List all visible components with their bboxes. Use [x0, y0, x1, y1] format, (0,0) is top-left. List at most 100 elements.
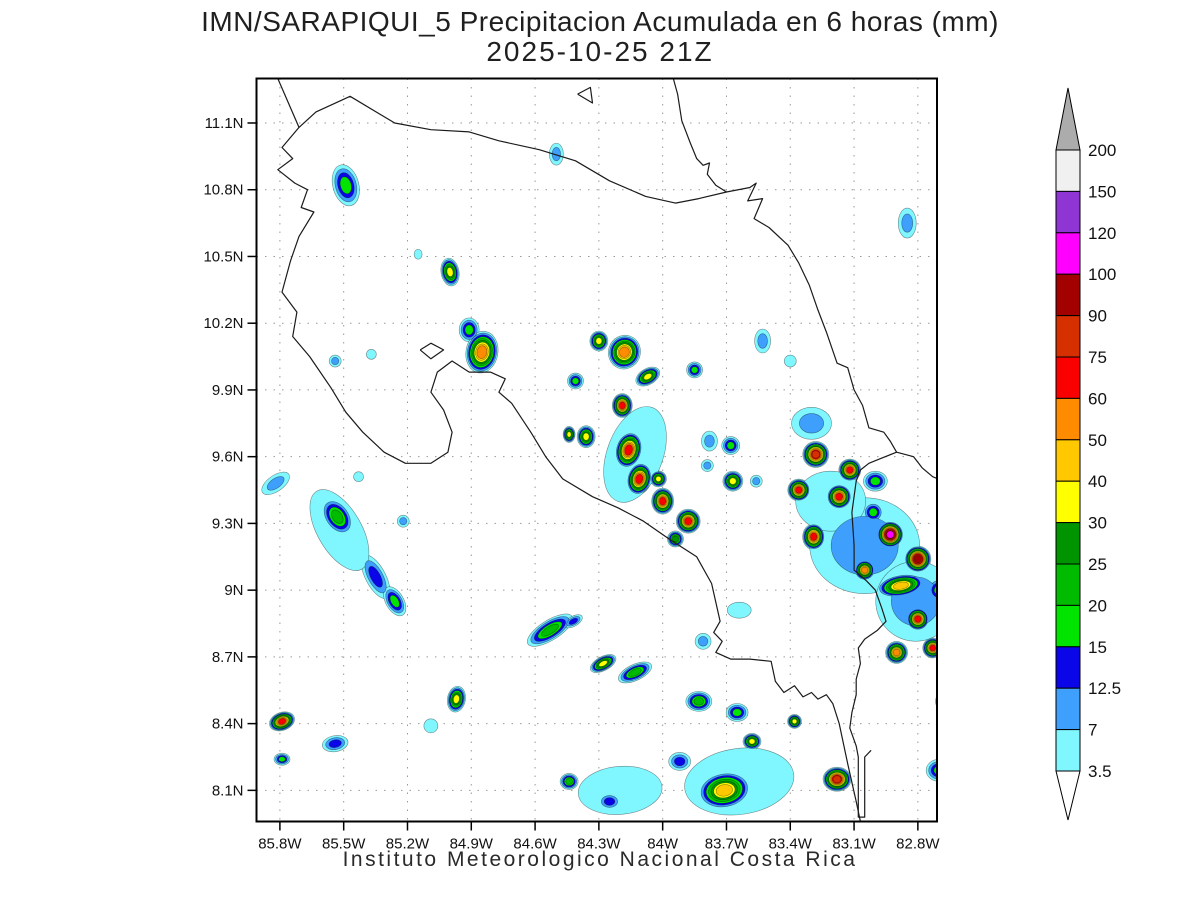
- precip-cell-ring: [935, 695, 937, 708]
- precip-cell-ring: [832, 775, 842, 784]
- precip-cell-ring: [453, 694, 460, 704]
- precip-cell-ring: [628, 668, 642, 677]
- precip-cell-ring: [595, 337, 603, 345]
- colorbar-label: 3.5: [1088, 762, 1112, 781]
- precip-cell-ring: [946, 551, 962, 571]
- precip-cell-ring: [715, 784, 733, 797]
- x-tick-label: 84.3W: [577, 836, 621, 853]
- precip-cell-ring: [693, 697, 705, 706]
- y-tick-label: 9N: [224, 582, 243, 599]
- precip-cell-ring: [366, 349, 377, 360]
- precip-cell-ring: [835, 492, 844, 501]
- colorbar-label: 150: [1088, 182, 1116, 201]
- coastline-lake-island: [577, 86, 594, 104]
- precip-cell-ring: [568, 617, 578, 625]
- precip-cell-ring: [277, 718, 287, 725]
- precip-cell-ring: [729, 477, 737, 485]
- precip-cell-ring: [697, 636, 709, 647]
- colorbar-label: 40: [1088, 472, 1107, 491]
- precip-cell-ring: [266, 476, 285, 491]
- colorbar-segment: [1055, 604, 1081, 648]
- colorbar-label: 200: [1088, 141, 1116, 160]
- precip-cell-ring: [861, 566, 869, 574]
- precip-cell-ring: [901, 213, 914, 233]
- precip-cell-ring: [938, 694, 953, 709]
- x-tick-label: 84.9W: [450, 836, 494, 853]
- precip-cell-ring: [933, 585, 937, 595]
- colorbar-segment: [1055, 480, 1081, 524]
- precip-cell-ring: [846, 466, 854, 474]
- precip-cell-ring: [389, 594, 400, 608]
- precip-cell-ring: [726, 601, 752, 619]
- colorbar-segment: [1055, 563, 1081, 606]
- precip-cell-ring: [757, 333, 768, 349]
- x-tick-label: 84.6W: [513, 836, 557, 853]
- y-tick-label: 10.2N: [203, 315, 243, 332]
- colorbar-under-arrow: [1055, 770, 1081, 821]
- coastline-panama-border: [849, 451, 897, 818]
- precip-cell-ring: [413, 248, 423, 260]
- y-tick-label: 8.1N: [212, 782, 244, 799]
- colorbar-label: 90: [1088, 307, 1107, 326]
- precip-cell-ring: [464, 324, 474, 336]
- y-tick-label: 8.4N: [212, 716, 244, 733]
- precip-cell-ring: [726, 441, 735, 450]
- x-tick-label: 83.1W: [832, 836, 876, 853]
- precip-cell-ring: [339, 176, 352, 195]
- y-tick-label: 9.9N: [212, 382, 244, 399]
- x-tick-label: 83.4W: [769, 836, 813, 853]
- precip-cell-ring: [635, 473, 644, 484]
- precip-cell-ring: [672, 535, 679, 543]
- colorbar-label: 75: [1088, 348, 1107, 367]
- precip-cell-ring: [704, 434, 715, 448]
- precip-cell-ring: [886, 530, 895, 539]
- x-tick-label: 83.7W: [705, 836, 749, 853]
- coastline-nicaragua-caribbean-coast: [672, 78, 727, 193]
- precip-cell-ring: [331, 357, 340, 365]
- precip-cell-ring: [703, 461, 712, 470]
- precip-cell-ring: [933, 765, 937, 775]
- precip-cell-ring: [892, 648, 901, 657]
- precip-cell-ring: [565, 778, 573, 785]
- precip-cell-ring: [690, 366, 699, 374]
- colorbar-segment: [1055, 687, 1081, 731]
- precip-cell-ring: [353, 471, 364, 482]
- y-tick-label: 9.3N: [212, 515, 244, 532]
- colorbar-label: 30: [1088, 514, 1107, 533]
- precip-cell-ring: [399, 517, 408, 526]
- precip-cell-ring: [732, 708, 742, 717]
- precip-cell-ring: [278, 756, 286, 763]
- precip-cell-ring: [752, 477, 761, 486]
- x-tick-label: 85.5W: [322, 836, 366, 853]
- colorbar-label: 12.5: [1088, 679, 1121, 698]
- colorbar-label: 50: [1088, 431, 1107, 450]
- precip-cell-ring: [914, 615, 922, 623]
- precip-cell-ring: [748, 738, 756, 745]
- colorbar-segment: [1055, 315, 1081, 358]
- precip-cell-ring: [791, 718, 798, 725]
- precip-cell-ring: [868, 507, 878, 517]
- precip-cell-ring: [566, 431, 572, 438]
- precip-cell-ring: [618, 401, 626, 410]
- colorbar-segment: [1055, 190, 1081, 234]
- precip-cell-ring: [598, 660, 608, 667]
- colorbar-label: 120: [1088, 224, 1116, 243]
- precip-cell-ring: [810, 532, 818, 541]
- precip-cell-ring: [799, 413, 825, 434]
- x-tick-label: 85.8W: [258, 836, 302, 853]
- precip-cell-ring: [476, 345, 488, 359]
- colorbar-label: 20: [1088, 596, 1107, 615]
- precip-cell-ring: [582, 432, 590, 441]
- colorbar-segment: [1055, 149, 1081, 192]
- colorbar-segment: [1055, 646, 1081, 689]
- map-frame: [255, 77, 938, 823]
- y-tick-label: 10.8N: [203, 182, 243, 199]
- colorbar-segment: [1055, 439, 1081, 482]
- colorbar-label: 15: [1088, 638, 1107, 657]
- precip-cell-ring: [446, 267, 454, 277]
- chart-subtitle: 2025-10-25 21Z: [486, 36, 714, 67]
- precip-cell-ring: [603, 797, 616, 806]
- chart-title: IMN/SARAPIQUI_5 Precipitacion Acumulada …: [201, 6, 999, 37]
- colorbar-segment: [1055, 273, 1081, 317]
